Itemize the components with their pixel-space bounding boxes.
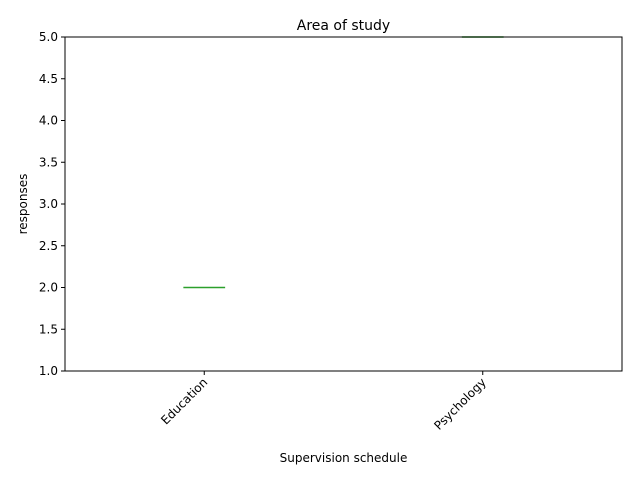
y-tick-label: 1.5 (39, 322, 58, 336)
y-tick-label: 1.0 (39, 364, 58, 378)
y-tick-label: 4.5 (39, 72, 58, 86)
chart-title: Area of study (297, 18, 390, 34)
x-axis-label: Supervision schedule (280, 451, 408, 465)
y-tick-label: 2.0 (39, 281, 58, 295)
y-tick-label: 4.0 (39, 114, 58, 128)
plot-frame (64, 36, 623, 372)
y-axis-label: responses (16, 174, 30, 235)
y-tick-label: 3.5 (39, 155, 58, 169)
y-tick-label: 3.0 (39, 197, 58, 211)
y-tick-label: 5.0 (39, 30, 58, 44)
y-tick-label: 2.5 (39, 239, 58, 253)
